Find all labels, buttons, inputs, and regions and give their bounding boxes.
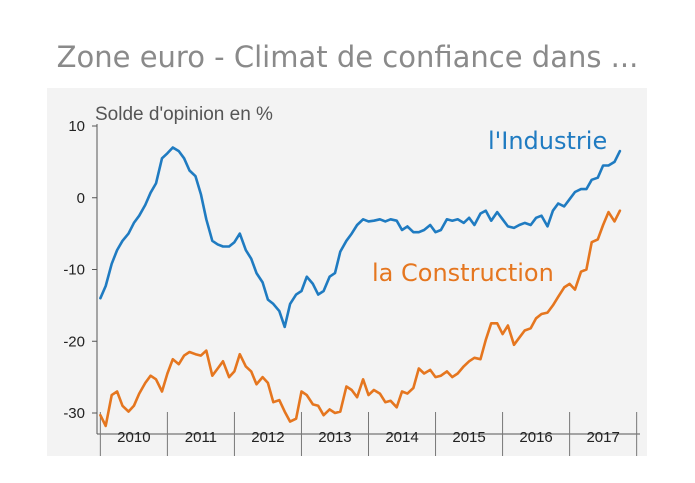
year-label: 2017: [586, 429, 619, 446]
y-axis-label: Solde d'opinion en %: [95, 104, 273, 125]
year-label: 2016: [519, 429, 552, 446]
y-tick-label: -20: [63, 333, 85, 350]
plot-area: [47, 88, 647, 456]
year-label: 2012: [251, 429, 284, 446]
series-label-construction: la Construction: [372, 259, 554, 287]
construction-line: [99, 209, 622, 428]
year-label: 2014: [385, 429, 418, 446]
y-tick-labels: 10 0 -10 -20 -30: [63, 118, 85, 422]
y-tick-label: -30: [63, 405, 85, 422]
industrie-line: [99, 146, 622, 329]
y-tick-label: 10: [68, 118, 85, 135]
year-label: 2013: [318, 429, 351, 446]
series-lines: [99, 146, 622, 428]
series-label-industrie: l'Industrie: [488, 127, 607, 155]
year-label: 2015: [452, 429, 485, 446]
axes: [92, 124, 640, 456]
y-tick-label: -10: [63, 262, 85, 279]
y-tick-label: 0: [77, 190, 85, 207]
year-label: 2010: [117, 429, 150, 446]
x-tick-labels: 2010 2011 2012 2013 2014 2015 2016 2017: [117, 429, 620, 446]
year-label: 2011: [185, 429, 217, 446]
chart-title: Zone euro - Climat de confiance dans ...: [56, 40, 639, 74]
